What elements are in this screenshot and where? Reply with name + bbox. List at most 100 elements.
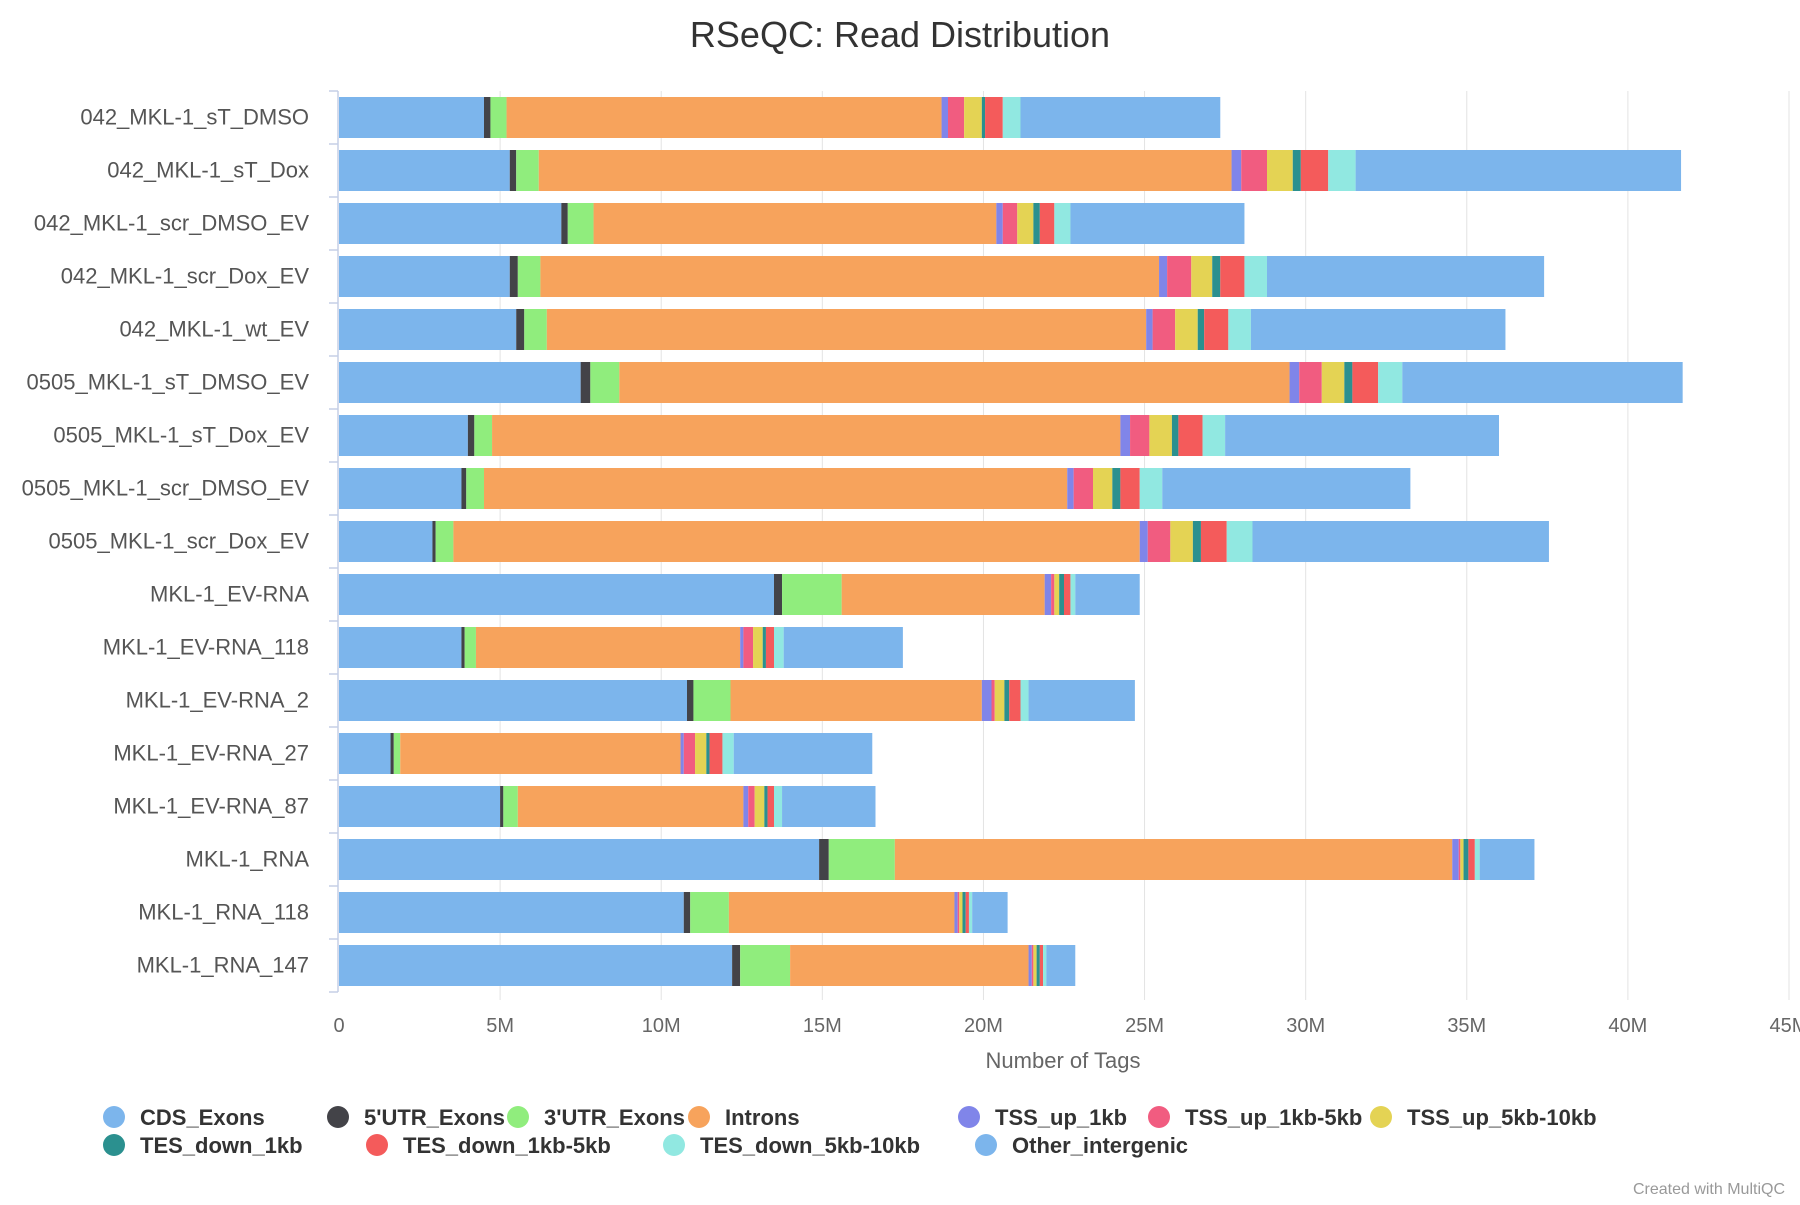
bar-segment-3-utr-exons[interactable]: 0505_MKL-1_sT_Dox_EV — 3'UTR_Exons: 550,… — [474, 415, 493, 456]
bar-segment-5-utr-exons[interactable]: MKL-1_EV-RNA_2 — 5'UTR_Exons: 200,000 — [687, 680, 694, 721]
bar-segment-tss-up-1kb-5kb[interactable]: MKL-1_EV-RNA — TSS_up_1kb-5kb: 100,000 — [1051, 574, 1055, 615]
bar-segment-tes-down-1kb[interactable]: 042_MKL-1_sT_DMSO — TES_down_1kb: 100,00… — [981, 97, 986, 138]
bar-segment-tes-down-1kb[interactable]: 0505_MKL-1_scr_DMSO_EV — TES_down_1kb: 2… — [1112, 468, 1121, 509]
bar-segment-other-intergenic[interactable]: MKL-1_RNA_118 — Other_intergenic: 1,100,… — [972, 892, 1008, 933]
bar-segment-tss-up-5kb-10kb[interactable]: MKL-1_EV-RNA — TSS_up_5kb-10kb: 150,000 — [1054, 574, 1060, 615]
bar-segment-5-utr-exons[interactable]: MKL-1_RNA_118 — 5'UTR_Exons: 200,000 — [683, 892, 691, 933]
bar-segment-tes-down-1kb[interactable]: 042_MKL-1_sT_Dox — TES_down_1kb: 250,000 — [1292, 150, 1301, 191]
bar-segment-cds-exons[interactable]: 0505_MKL-1_scr_Dox_EV — CDS_Exons: 2,900… — [339, 521, 433, 562]
bar-segment-other-intergenic[interactable]: MKL-1_RNA_147 — Other_intergenic: 900,00… — [1046, 945, 1076, 986]
bar-segment-introns[interactable]: MKL-1_EV-RNA_27 — Introns: 8,700,000 — [400, 733, 681, 774]
bar-segment-3-utr-exons[interactable]: MKL-1_RNA_147 — 3'UTR_Exons: 1,550,000 — [740, 945, 791, 986]
legend-item-cds-exons[interactable]: CDS_Exons — [103, 1105, 265, 1130]
bar-segment-tes-down-5kb-10kb[interactable]: MKL-1_EV-RNA — TES_down_5kb-10kb: 150,00… — [1070, 574, 1076, 615]
bar-segment-tss-up-1kb-5kb[interactable]: MKL-1_RNA_118 — TSS_up_1kb-5kb: 50,000 — [957, 892, 960, 933]
bar-segment-cds-exons[interactable]: MKL-1_EV-RNA_87 — CDS_Exons: 5,000,000 — [339, 786, 501, 827]
bar-segment-cds-exons[interactable]: MKL-1_EV-RNA_27 — CDS_Exons: 1,600,000 — [339, 733, 391, 774]
bar-segment-cds-exons[interactable]: 0505_MKL-1_sT_Dox_EV — CDS_Exons: 4,000,… — [339, 415, 468, 456]
bar-segment-tes-down-1kb-5kb[interactable]: MKL-1_RNA_118 — TES_down_1kb-5kb: 100,00… — [965, 892, 969, 933]
bar-stack-mkl-1-ev-rna-118[interactable]: MKL-1_EV-RNA_118 — CDS_Exons: 3,800,000 M… — [339, 627, 903, 668]
legend-item-other-intergenic[interactable]: Other_intergenic — [975, 1133, 1188, 1158]
bar-segment-other-intergenic[interactable]: 042_MKL-1_sT_Dox — Other_intergenic: 10,… — [1355, 150, 1682, 191]
bar-segment-cds-exons[interactable]: 042_MKL-1_scr_DMSO_EV — CDS_Exons: 6,900… — [339, 203, 562, 244]
bar-segment-other-intergenic[interactable]: 0505_MKL-1_scr_Dox_EV — Other_intergenic… — [1252, 521, 1549, 562]
bar-segment-other-intergenic[interactable]: 0505_MKL-1_sT_Dox_EV — Other_intergenic:… — [1225, 415, 1499, 456]
bar-segment-tss-up-1kb[interactable]: 0505_MKL-1_scr_DMSO_EV — TSS_up_1kb: 200… — [1067, 468, 1074, 509]
bar-segment-tss-up-1kb[interactable]: MKL-1_RNA_118 — TSS_up_1kb: 100,000 — [954, 892, 958, 933]
bar-segment-other-intergenic[interactable]: MKL-1_EV-RNA_2 — Other_intergenic: 3,300… — [1028, 680, 1135, 721]
bar-segment-tss-up-1kb-5kb[interactable]: 042_MKL-1_wt_EV — TSS_up_1kb-5kb: 700,00… — [1152, 309, 1176, 350]
bar-segment-tss-up-1kb[interactable]: 042_MKL-1_scr_Dox_EV — TSS_up_1kb: 250,0… — [1159, 256, 1168, 297]
bar-segment-3-utr-exons[interactable]: 0505_MKL-1_scr_Dox_EV — 3'UTR_Exons: 550… — [435, 521, 454, 562]
bar-segment-tss-up-1kb-5kb[interactable]: 0505_MKL-1_sT_DMSO_EV — TSS_up_1kb-5kb: … — [1299, 362, 1322, 403]
bar-segment-tes-down-5kb-10kb[interactable]: 042_MKL-1_scr_Dox_EV — TES_down_5kb-10kb… — [1244, 256, 1267, 297]
bar-segment-tss-up-5kb-10kb[interactable]: MKL-1_RNA_118 — TSS_up_5kb-10kb: 100,000 — [959, 892, 963, 933]
bar-segment-5-utr-exons[interactable]: 0505_MKL-1_scr_DMSO_EV — 5'UTR_Exons: 15… — [461, 468, 467, 509]
bar-segment-tes-down-1kb[interactable]: MKL-1_RNA — TES_down_1kb: 150,000 — [1463, 839, 1469, 880]
bar-segment-tes-down-1kb-5kb[interactable]: MKL-1_EV-RNA_2 — TES_down_1kb-5kb: 350,0… — [1009, 680, 1021, 721]
bar-segment-tes-down-5kb-10kb[interactable]: MKL-1_EV-RNA_2 — TES_down_5kb-10kb: 250,… — [1020, 680, 1029, 721]
bar-stack-mkl-1-ev-rna-87[interactable]: MKL-1_EV-RNA_87 — CDS_Exons: 5,000,000 MK… — [339, 786, 876, 827]
bar-segment-other-intergenic[interactable]: 042_MKL-1_wt_EV — Other_intergenic: 7,90… — [1250, 309, 1506, 350]
bar-segment-introns[interactable]: 0505_MKL-1_scr_DMSO_EV — Introns: 18,100… — [484, 468, 1068, 509]
bar-segment-tss-up-1kb-5kb[interactable]: 0505_MKL-1_scr_Dox_EV — TSS_up_1kb-5kb: … — [1147, 521, 1171, 562]
bar-segment-tss-up-1kb[interactable]: 0505_MKL-1_sT_DMSO_EV — TSS_up_1kb: 300,… — [1289, 362, 1300, 403]
legend-item-5-utr-exons[interactable]: 5'UTR_Exons — [327, 1105, 505, 1130]
bar-segment-cds-exons[interactable]: MKL-1_RNA_118 — CDS_Exons: 10,700,000 — [339, 892, 684, 933]
bar-segment-tss-up-1kb-5kb[interactable]: MKL-1_EV-RNA_118 — TSS_up_1kb-5kb: 300,0… — [743, 627, 754, 668]
bar-segment-tes-down-1kb[interactable]: 0505_MKL-1_scr_Dox_EV — TES_down_1kb: 25… — [1192, 521, 1201, 562]
bar-stack-mkl-1-rna[interactable]: MKL-1_RNA — CDS_Exons: 14,900,000MKL-1_R… — [339, 839, 1535, 880]
bar-segment-tss-up-1kb-5kb[interactable]: 042_MKL-1_scr_DMSO_EV — TSS_up_1kb-5kb: … — [1002, 203, 1018, 244]
bar-segment-other-intergenic[interactable]: MKL-1_EV-RNA — Other_intergenic: 2,000,0… — [1075, 574, 1140, 615]
bar-segment-tss-up-5kb-10kb[interactable]: 042_MKL-1_scr_DMSO_EV — TSS_up_5kb-10kb:… — [1017, 203, 1034, 244]
bar-segment-tes-down-1kb-5kb[interactable]: 042_MKL-1_sT_Dox — TES_down_1kb-5kb: 850… — [1300, 150, 1329, 191]
bar-segment-3-utr-exons[interactable]: 042_MKL-1_sT_Dox — 3'UTR_Exons: 700,000 — [516, 150, 539, 191]
bar-segment-3-utr-exons[interactable]: 042_MKL-1_wt_EV — 3'UTR_Exons: 700,000 — [524, 309, 547, 350]
bar-segment-tes-down-1kb[interactable]: MKL-1_RNA_118 — TES_down_1kb: 100,000 — [962, 892, 966, 933]
bar-segment-tes-down-1kb[interactable]: 042_MKL-1_scr_DMSO_EV — TES_down_1kb: 20… — [1033, 203, 1040, 244]
bar-segment-tes-down-1kb-5kb[interactable]: 0505_MKL-1_sT_DMSO_EV — TES_down_1kb-5kb… — [1352, 362, 1379, 403]
bar-segment-tss-up-5kb-10kb[interactable]: 042_MKL-1_sT_Dox — TSS_up_5kb-10kb: 800,… — [1267, 150, 1293, 191]
bar-segment-3-utr-exons[interactable]: MKL-1_EV-RNA_27 — 3'UTR_Exons: 200,000 — [393, 733, 401, 774]
bar-segment-3-utr-exons[interactable]: MKL-1_RNA_118 — 3'UTR_Exons: 1,200,000 — [690, 892, 729, 933]
bar-segment-5-utr-exons[interactable]: 0505_MKL-1_sT_Dox_EV — 5'UTR_Exons: 200,… — [467, 415, 475, 456]
bar-segment-5-utr-exons[interactable]: 042_MKL-1_sT_DMSO — 5'UTR_Exons: 200,000 — [484, 97, 491, 138]
bar-segment-tss-up-1kb-5kb[interactable]: 0505_MKL-1_sT_Dox_EV — TSS_up_1kb-5kb: 6… — [1130, 415, 1150, 456]
bar-segment-tes-down-1kb-5kb[interactable]: MKL-1_EV-RNA_27 — TES_down_1kb-5kb: 400,… — [709, 733, 723, 774]
bar-segment-tss-up-1kb[interactable]: 0505_MKL-1_sT_Dox_EV — TSS_up_1kb: 300,0… — [1120, 415, 1131, 456]
bar-stack-mkl-1-ev-rna-27[interactable]: MKL-1_EV-RNA_27 — CDS_Exons: 1,600,000MK… — [339, 733, 873, 774]
bar-segment-tes-down-5kb-10kb[interactable]: MKL-1_EV-RNA_27 — TES_down_5kb-10kb: 350… — [722, 733, 734, 774]
bar-segment-tes-down-1kb[interactable]: 042_MKL-1_scr_Dox_EV — TES_down_1kb: 250… — [1212, 256, 1221, 297]
bar-segment-tes-down-1kb[interactable]: MKL-1_EV-RNA_87 — TES_down_1kb: 100,000 — [764, 786, 768, 827]
bar-segment-tss-up-1kb[interactable]: MKL-1_EV-RNA_118 — TSS_up_1kb: 100,000 — [740, 627, 744, 668]
bar-segment-introns[interactable]: MKL-1_EV-RNA_87 — Introns: 7,000,000 — [517, 786, 744, 827]
bar-segment-tss-up-1kb[interactable]: MKL-1_RNA_147 — TSS_up_1kb: 100,000 — [1028, 945, 1032, 986]
bar-segment-other-intergenic[interactable]: 042_MKL-1_scr_DMSO_EV — Other_intergenic… — [1070, 203, 1245, 244]
bar-segment-tes-down-5kb-10kb[interactable]: MKL-1_EV-RNA_118 — TES_down_5kb-10kb: 30… — [774, 627, 784, 668]
bar-segment-tss-up-1kb[interactable]: MKL-1_EV-RNA_87 — TSS_up_1kb: 150,000 — [743, 786, 749, 827]
bar-segment-cds-exons[interactable]: MKL-1_EV-RNA_118 — CDS_Exons: 3,800,000 — [339, 627, 462, 668]
bar-stack-0505-mkl-1-st-dmso-ev[interactable]: 0505_MKL-1_sT_DMSO_EV — CDS_Exons: 7,500… — [339, 362, 1683, 403]
bar-stack-042-mkl-1-wt-ev[interactable]: 042_MKL-1_wt_EV — CDS_Exons: 5,500,00004… — [339, 309, 1506, 350]
bar-segment-cds-exons[interactable]: MKL-1_EV-RNA — CDS_Exons: 13,500,000 — [339, 574, 774, 615]
bar-segment-3-utr-exons[interactable]: MKL-1_RNA — 3'UTR_Exons: 2,050,000 — [828, 839, 895, 880]
legend-item-tes-down-1kb-5kb[interactable]: TES_down_1kb-5kb — [366, 1133, 611, 1158]
bar-segment-other-intergenic[interactable]: 042_MKL-1_scr_Dox_EV — Other_intergenic:… — [1267, 256, 1545, 297]
bar-stack-mkl-1-rna-118[interactable]: MKL-1_RNA_118 — CDS_Exons: 10,700,000MKL… — [339, 892, 1008, 933]
bar-segment-5-utr-exons[interactable]: 042_MKL-1_scr_Dox_EV — 5'UTR_Exons: 250,… — [509, 256, 518, 297]
bar-segment-tes-down-5kb-10kb[interactable]: MKL-1_RNA — TES_down_5kb-10kb: 150,000 — [1474, 839, 1480, 880]
legend-item-tss-up-1kb-5kb[interactable]: TSS_up_1kb-5kb — [1148, 1105, 1362, 1130]
bar-segment-5-utr-exons[interactable]: 042_MKL-1_wt_EV — 5'UTR_Exons: 250,000 — [516, 309, 525, 350]
bar-segment-introns[interactable]: MKL-1_EV-RNA — Introns: 6,300,000 — [841, 574, 1045, 615]
bar-stack-mkl-1-ev-rna[interactable]: MKL-1_EV-RNA — CDS_Exons: 13,500,000 MKL-… — [339, 574, 1140, 615]
bar-stack-042-mkl-1-scr-dmso-ev[interactable]: 042_MKL-1_scr_DMSO_EV — CDS_Exons: 6,900… — [339, 203, 1245, 244]
bar-segment-other-intergenic[interactable]: MKL-1_RNA — Other_intergenic: 1,700,000 — [1479, 839, 1535, 880]
bar-segment-tss-up-5kb-10kb[interactable]: 042_MKL-1_scr_Dox_EV — TSS_up_5kb-10kb: … — [1191, 256, 1213, 297]
bar-segment-tss-up-1kb[interactable]: MKL-1_EV-RNA — TSS_up_1kb: 200,000 — [1044, 574, 1052, 615]
bar-segment-tss-up-1kb[interactable]: 042_MKL-1_sT_DMSO — TSS_up_1kb: 200,000 — [941, 97, 948, 138]
bar-segment-tes-down-5kb-10kb[interactable]: 0505_MKL-1_sT_Dox_EV — TES_down_5kb-10kb… — [1202, 415, 1226, 456]
bar-segment-3-utr-exons[interactable]: 042_MKL-1_scr_Dox_EV — 3'UTR_Exons: 700,… — [517, 256, 541, 297]
bar-segment-tes-down-1kb[interactable]: MKL-1_EV-RNA_2 — TES_down_1kb: 150,000 — [1004, 680, 1010, 721]
bar-segment-tes-down-1kb[interactable]: MKL-1_EV-RNA_118 — TES_down_1kb: 100,000 — [762, 627, 766, 668]
bar-segment-tes-down-1kb-5kb[interactable]: 0505_MKL-1_scr_Dox_EV — TES_down_1kb-5kb… — [1200, 521, 1227, 562]
